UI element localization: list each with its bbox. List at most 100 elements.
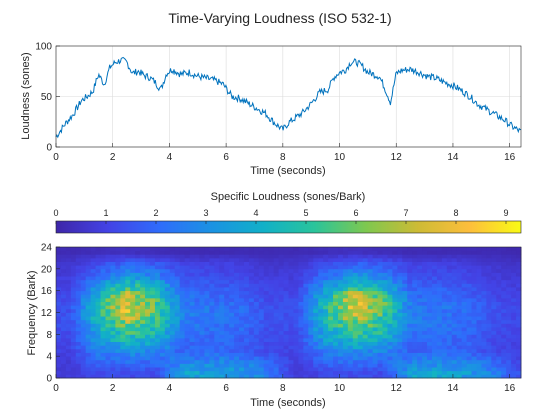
heatmap-cell	[100, 348, 106, 353]
heatmap-cell	[60, 316, 67, 321]
heatmap-cell	[516, 330, 522, 335]
heatmap-cell	[90, 290, 96, 295]
heatmap-cell	[243, 308, 250, 313]
heatmap-cell	[164, 316, 171, 321]
heatmap-cell	[248, 341, 255, 346]
heatmap-cell	[412, 290, 418, 295]
heatmap-cell	[506, 359, 512, 364]
heatmap-cell	[65, 359, 72, 364]
heatmap-cell	[273, 276, 280, 281]
heatmap-cell	[214, 279, 220, 284]
loudness-x-label: Time (seconds)	[250, 165, 325, 177]
heatmap-cell	[516, 327, 522, 332]
heatmap-cell	[293, 370, 299, 375]
heatmap-cell	[461, 257, 467, 262]
heatmap-cell	[407, 257, 413, 262]
heatmap-cell	[511, 268, 517, 273]
heatmap-cell	[323, 301, 329, 306]
heatmap-cell	[209, 330, 215, 335]
heatmap-cell	[283, 341, 289, 346]
heatmap-x-tick-label: 8	[280, 383, 286, 394]
heatmap-cell	[392, 334, 398, 339]
heatmap-cell	[56, 370, 62, 375]
heatmap-cell	[75, 265, 82, 270]
heatmap-cell	[174, 367, 181, 372]
heatmap-cell	[135, 283, 141, 288]
heatmap-cell	[288, 276, 294, 281]
heatmap-cell	[75, 348, 82, 353]
heatmap-cell	[115, 301, 121, 306]
heatmap-cell	[496, 374, 502, 379]
heatmap-cell	[278, 257, 284, 262]
heatmap-cell	[446, 301, 453, 306]
heatmap-cell	[372, 265, 378, 270]
heatmap-cell	[214, 257, 220, 262]
heatmap-cell	[491, 272, 497, 277]
heatmap-cell	[491, 374, 497, 379]
heatmap-cell	[402, 352, 408, 357]
heatmap-cell	[164, 319, 171, 324]
heatmap-cell	[278, 301, 284, 306]
heatmap-cell	[318, 287, 324, 292]
heatmap-cell	[239, 374, 245, 379]
heatmap-cell	[90, 254, 96, 259]
heatmap-cell	[377, 323, 383, 328]
heatmap-cell	[471, 352, 477, 357]
heatmap-cell	[357, 341, 364, 346]
heatmap-cell	[397, 290, 403, 295]
heatmap-cell	[407, 312, 413, 317]
heatmap-cell	[491, 352, 497, 357]
heatmap-cell	[481, 352, 487, 357]
heatmap-cell	[377, 327, 383, 332]
heatmap-cell	[372, 330, 378, 335]
heatmap-cell	[174, 345, 181, 350]
heatmap-cell	[174, 268, 181, 273]
heatmap-cell	[80, 341, 87, 346]
heatmap-cell	[95, 341, 101, 346]
heatmap-cell	[85, 247, 92, 252]
heatmap-cell	[298, 247, 304, 252]
heatmap-cell	[456, 272, 463, 277]
heatmap-cell	[486, 276, 492, 281]
heatmap-cell	[209, 279, 215, 284]
heatmap-cell	[154, 363, 161, 368]
heatmap-cell	[263, 312, 270, 317]
heatmap-cell	[80, 257, 87, 262]
heatmap-cell	[219, 367, 225, 372]
heatmap-cell	[417, 334, 423, 339]
heatmap-cell	[283, 276, 289, 281]
heatmap-cell	[412, 312, 418, 317]
heatmap-cell	[204, 250, 210, 255]
heatmap-cell	[268, 356, 275, 361]
heatmap-cell	[154, 359, 161, 364]
heatmap-cell	[209, 250, 215, 255]
heatmap-cell	[422, 250, 428, 255]
heatmap-cell	[387, 268, 393, 273]
heatmap-cell	[65, 337, 72, 343]
heatmap-cell	[179, 261, 186, 266]
heatmap-cell	[65, 370, 72, 375]
heatmap-cell	[367, 257, 373, 262]
heatmap-cell	[466, 247, 472, 252]
heatmap-cell	[313, 254, 319, 259]
heatmap-cell	[169, 341, 176, 346]
heatmap-cell	[308, 316, 314, 321]
heatmap-cell	[456, 268, 463, 273]
heatmap-cell	[253, 261, 260, 266]
heatmap-cell	[402, 283, 408, 288]
heatmap-cell	[125, 268, 131, 273]
heatmap-cell	[501, 316, 507, 321]
heatmap-cell	[95, 348, 101, 353]
heatmap-cell	[115, 319, 121, 324]
heatmap-cell	[258, 312, 265, 317]
heatmap-cell	[481, 287, 487, 292]
heatmap-cell	[352, 337, 359, 343]
heatmap-cell	[75, 312, 82, 317]
heatmap-cell	[471, 345, 477, 350]
heatmap-cell	[100, 283, 106, 288]
heatmap-cell	[501, 312, 507, 317]
heatmap-x-tick-label: 16	[504, 383, 516, 394]
heatmap-cell	[85, 297, 92, 302]
heatmap-cell	[451, 250, 458, 255]
heatmap-cell	[298, 356, 304, 361]
